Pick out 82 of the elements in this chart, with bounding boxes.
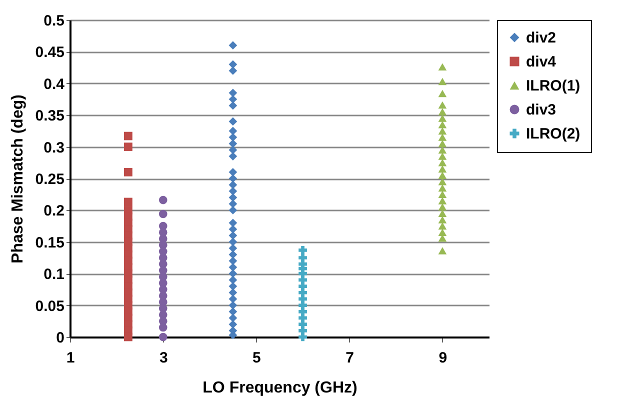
legend-label: ILRO(2)	[526, 126, 580, 142]
point	[228, 152, 238, 160]
point	[438, 178, 447, 186]
point	[298, 246, 307, 254]
y-tick-label: 0.3	[44, 139, 64, 156]
point	[124, 142, 132, 151]
point	[438, 222, 447, 230]
point	[228, 231, 238, 240]
point	[438, 210, 447, 217]
y-tick-label: 0.45	[35, 44, 64, 62]
point	[298, 332, 307, 342]
y-axis-title: Phase Mismatch (deg)	[9, 94, 26, 264]
point	[228, 168, 238, 176]
point	[438, 108, 447, 116]
point	[438, 134, 447, 141]
legend-label: ILRO(1)	[526, 78, 580, 94]
legend-label: div4	[526, 54, 557, 70]
point	[124, 132, 132, 140]
point	[438, 197, 447, 204]
point	[228, 256, 238, 266]
point	[438, 127, 447, 135]
point	[438, 172, 447, 179]
y-tick-label: 0.05	[35, 298, 64, 315]
point	[228, 244, 238, 252]
x-tick-label: 5	[252, 350, 261, 366]
point	[438, 247, 447, 254]
point	[228, 174, 238, 183]
x-tick-label: 3	[159, 350, 168, 366]
point	[438, 78, 447, 86]
point	[228, 301, 238, 310]
point	[438, 101, 447, 109]
point	[124, 198, 132, 206]
point	[438, 146, 447, 154]
point	[438, 140, 447, 148]
point	[438, 165, 447, 173]
point	[438, 228, 447, 236]
y-tick-label: 0.5	[44, 12, 64, 30]
y-tick-label: 0.25	[35, 171, 64, 188]
point	[228, 66, 238, 75]
point	[228, 133, 238, 142]
point	[438, 216, 447, 224]
y-tick-label: 0.35	[35, 108, 64, 125]
point	[438, 63, 447, 71]
point	[438, 114, 447, 122]
point	[158, 323, 168, 332]
point	[228, 206, 238, 214]
point	[438, 90, 447, 98]
point	[228, 276, 238, 284]
y-tick-label: 0	[56, 330, 64, 346]
y-tick-label: 0.4	[44, 76, 66, 93]
point	[228, 294, 238, 304]
point	[438, 203, 447, 211]
legend-label: div3	[526, 102, 556, 118]
point	[438, 184, 447, 192]
point	[228, 193, 238, 202]
point	[124, 332, 132, 342]
point	[158, 332, 168, 342]
point	[228, 282, 238, 290]
point	[158, 210, 168, 218]
point	[228, 117, 238, 126]
point	[438, 190, 447, 198]
point	[228, 41, 238, 50]
point	[438, 120, 447, 128]
y-tick-label: 0.15	[35, 234, 64, 252]
y-tick-label: 0.1	[44, 266, 64, 284]
point	[228, 126, 238, 136]
x-tick-label: 9	[438, 350, 448, 366]
point	[438, 152, 447, 160]
point	[228, 314, 238, 322]
point	[438, 159, 447, 166]
point	[228, 250, 238, 259]
x-tick-label: 7	[346, 350, 354, 366]
point	[228, 101, 238, 110]
legend-label: div2	[526, 30, 556, 46]
point	[228, 225, 238, 234]
point	[228, 146, 238, 154]
y-tick-label: 0.2	[44, 202, 64, 220]
point	[124, 168, 132, 176]
x-axis-title: LO Frequency (GHz)	[202, 380, 358, 396]
point	[228, 88, 238, 98]
point	[158, 196, 168, 204]
x-tick-label: 1	[66, 350, 75, 366]
